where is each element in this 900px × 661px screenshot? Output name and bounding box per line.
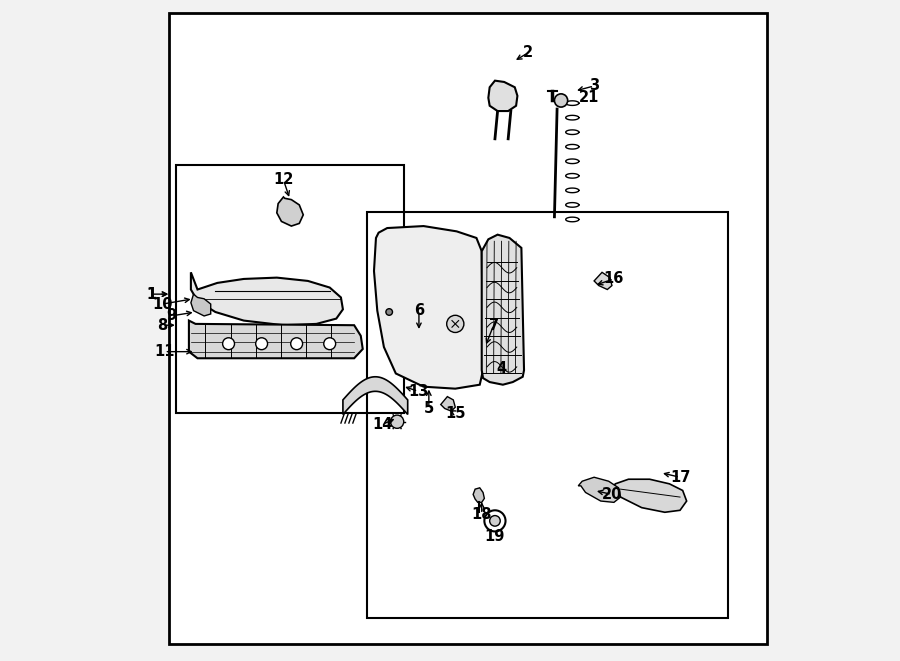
Polygon shape bbox=[343, 377, 408, 414]
Text: 17: 17 bbox=[670, 470, 690, 485]
Text: 13: 13 bbox=[408, 384, 428, 399]
Circle shape bbox=[386, 309, 392, 315]
Bar bbox=[176, 165, 404, 413]
Text: 2: 2 bbox=[523, 46, 533, 60]
Polygon shape bbox=[578, 477, 620, 502]
Text: 10: 10 bbox=[152, 297, 173, 311]
Polygon shape bbox=[189, 321, 363, 358]
Circle shape bbox=[324, 338, 336, 350]
Text: 6: 6 bbox=[414, 303, 424, 318]
Text: 20: 20 bbox=[602, 487, 622, 502]
Text: 14: 14 bbox=[373, 417, 392, 432]
Text: 3: 3 bbox=[589, 79, 599, 93]
Text: 5: 5 bbox=[424, 401, 434, 416]
Circle shape bbox=[484, 510, 506, 531]
Text: 21: 21 bbox=[579, 91, 599, 105]
Text: 8: 8 bbox=[158, 318, 167, 332]
Text: 16: 16 bbox=[604, 272, 624, 286]
Polygon shape bbox=[191, 294, 211, 316]
Polygon shape bbox=[473, 488, 484, 502]
Text: 18: 18 bbox=[472, 507, 492, 522]
Text: 7: 7 bbox=[489, 318, 499, 332]
Polygon shape bbox=[482, 235, 524, 385]
Polygon shape bbox=[441, 397, 455, 411]
Polygon shape bbox=[191, 272, 343, 325]
Text: 12: 12 bbox=[274, 173, 293, 187]
Text: 11: 11 bbox=[154, 344, 175, 359]
Circle shape bbox=[256, 338, 267, 350]
Circle shape bbox=[446, 315, 464, 332]
Polygon shape bbox=[594, 272, 612, 290]
Circle shape bbox=[291, 338, 302, 350]
Bar bbox=[367, 212, 727, 618]
Text: 1: 1 bbox=[146, 287, 157, 301]
Circle shape bbox=[554, 94, 568, 107]
Text: 4: 4 bbox=[497, 362, 507, 376]
Circle shape bbox=[490, 516, 500, 526]
Polygon shape bbox=[374, 226, 483, 389]
Polygon shape bbox=[277, 197, 303, 226]
Circle shape bbox=[391, 415, 404, 428]
Polygon shape bbox=[489, 81, 518, 111]
Circle shape bbox=[222, 338, 235, 350]
Text: 15: 15 bbox=[445, 406, 465, 420]
Polygon shape bbox=[612, 479, 687, 512]
Text: 9: 9 bbox=[166, 309, 176, 323]
Text: 1: 1 bbox=[146, 287, 157, 301]
Text: 19: 19 bbox=[485, 529, 505, 544]
